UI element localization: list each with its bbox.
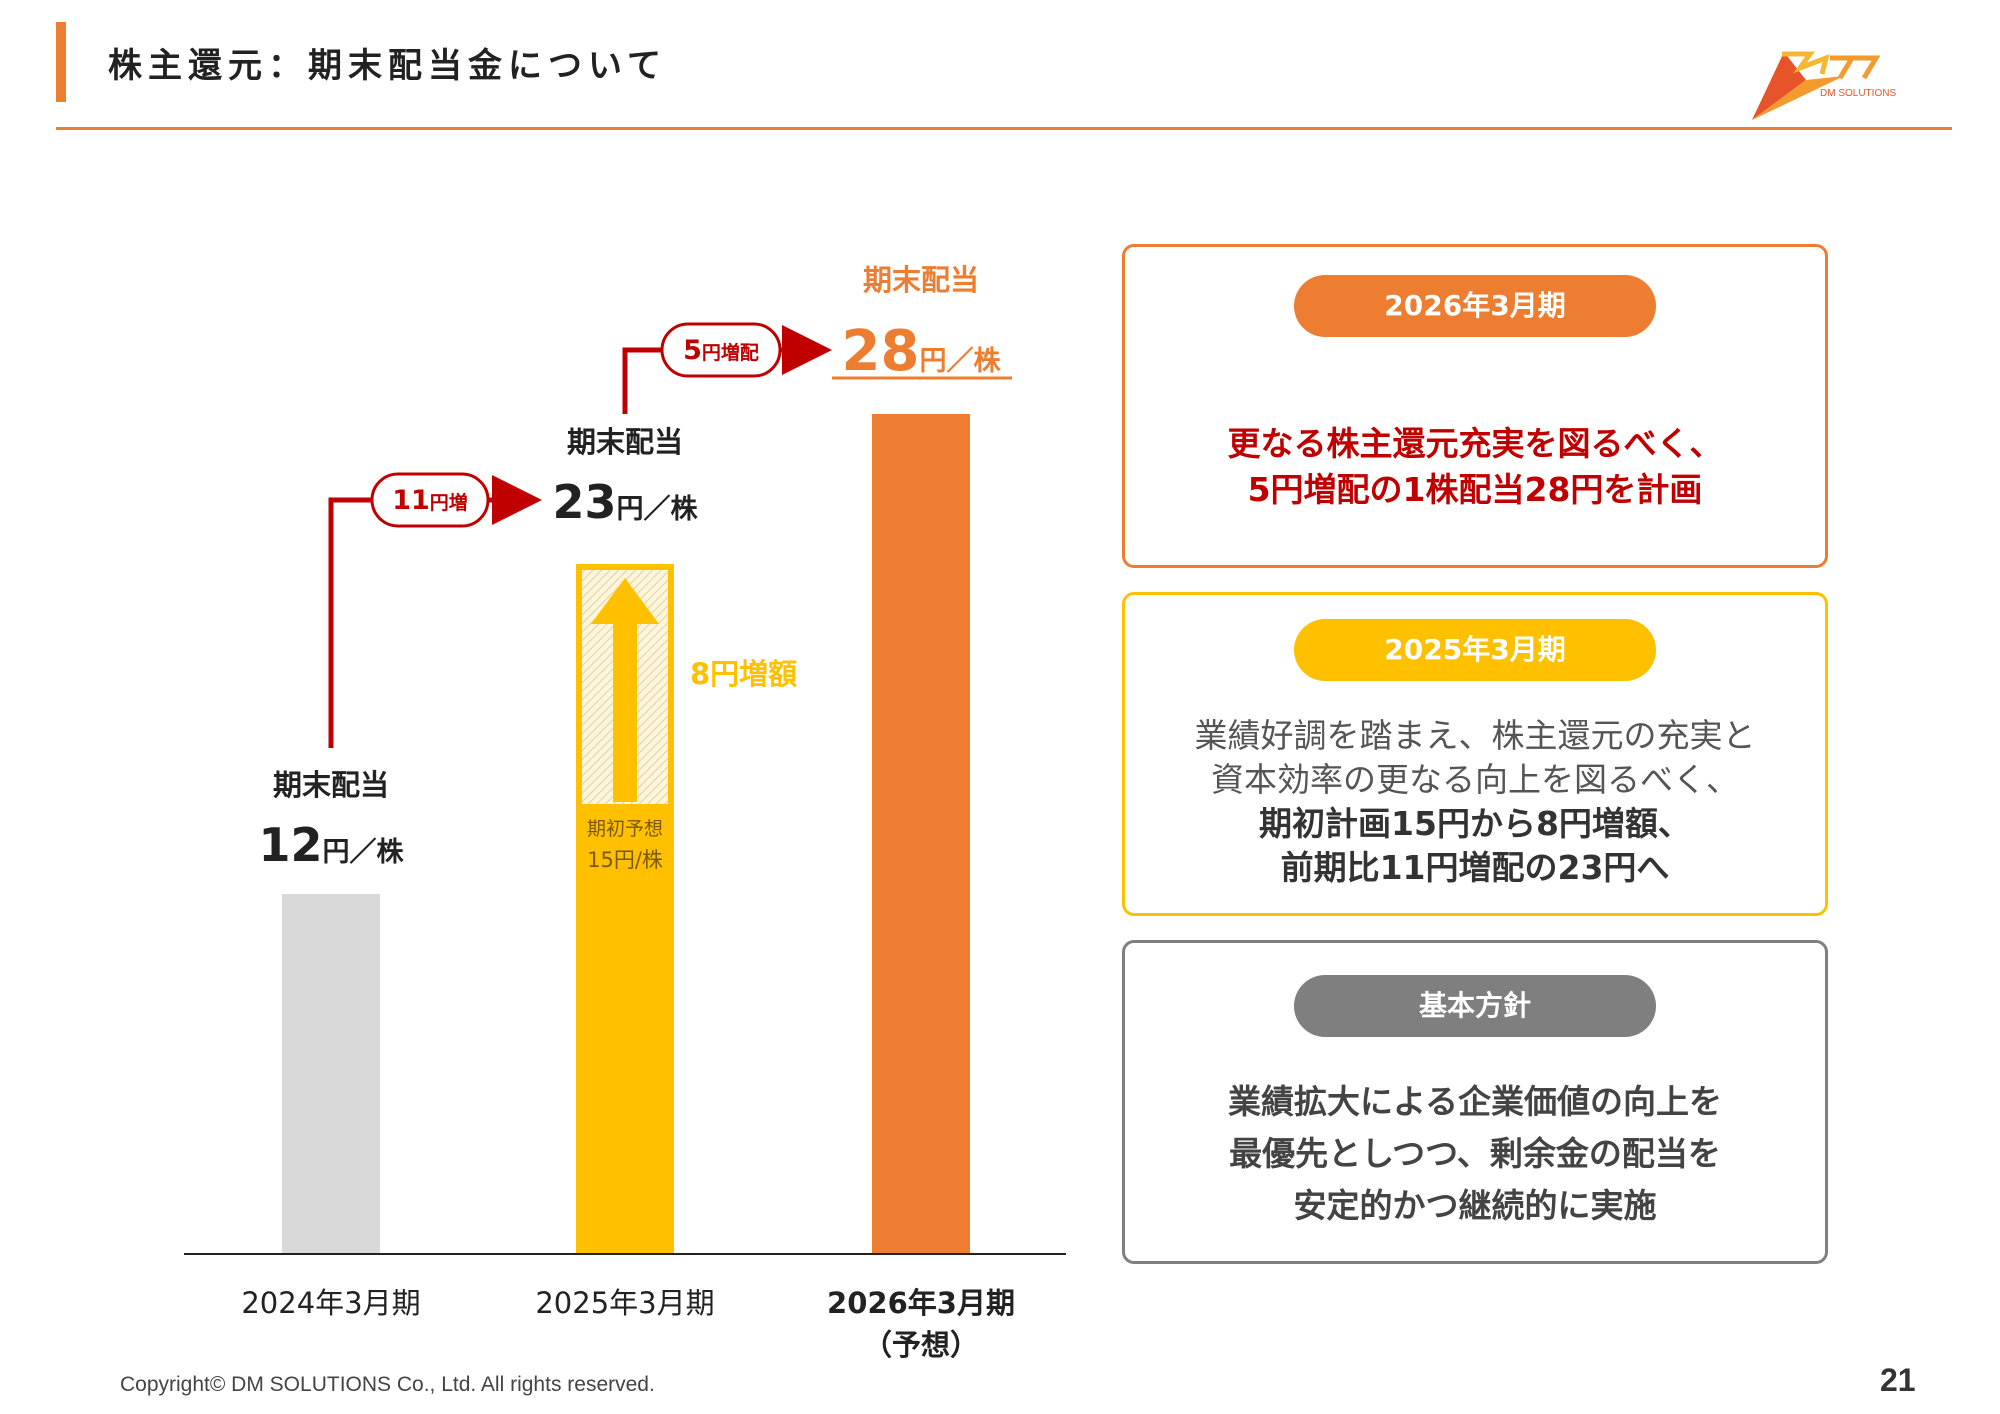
policy-line-2: 最優先としつつ、剰余金の配当を <box>1229 1134 1721 1173</box>
copyright: Copyright© DM SOLUTIONS Co., Ltd. All ri… <box>120 1373 655 1396</box>
step-line-0 <box>328 497 372 748</box>
step-pill-0 <box>370 472 490 528</box>
plan-2026-box: 2026年3月期 更なる株主還元充実を図るべく、 5円増配の1株配当28円を計画 <box>1122 244 1828 568</box>
page-number: 21 <box>1880 1362 1916 1398</box>
title-accent-bar <box>56 22 66 102</box>
category-label-1: 2025年3月期 <box>535 1286 714 1320</box>
result-2025-line-4: 前期比11円増配の23円へ <box>1280 848 1670 887</box>
category-label-2: 2026年3月期 <box>827 1286 1015 1320</box>
step-pill-1 <box>660 322 782 378</box>
page-title: 株主還元：期末配当金について <box>108 46 667 86</box>
plan-2026-line-1: 更なる株主還元充実を図るべく、 <box>1227 424 1723 463</box>
result-2025-line-3: 期初計画15円から8円増額、 <box>1259 804 1691 843</box>
period-pill-2025: 2025年3月期 <box>1294 619 1656 681</box>
initial-forecast-label: 期初予想 <box>587 818 663 840</box>
policy-line-3: 安定的かつ継続的に実施 <box>1293 1186 1657 1225</box>
plan-2026-line-2: 5円増配の1株配当28円を計画 <box>1247 470 1703 509</box>
basic-policy-box: 基本方針 業績拡大による企業価値の向上を 最優先としつつ、剰余金の配当を 安定的… <box>1122 940 1828 1264</box>
increase-arrow <box>591 578 659 802</box>
step-label-1: 5円増配 <box>683 335 759 366</box>
period-pill-2026: 2026年3月期 <box>1294 275 1656 337</box>
bar-value-0: 12円／株 <box>258 818 404 872</box>
bar-2 <box>872 414 970 1254</box>
bar-heading-2: 期末配当 <box>863 263 979 297</box>
bar-heading-0: 期末配当 <box>273 768 389 802</box>
category-sublabel-2: （予想） <box>863 1328 979 1362</box>
result-2025-line-1: 業績好調を踏まえ、株主還元の充実と <box>1194 716 1756 755</box>
policy-pill: 基本方針 <box>1294 975 1656 1037</box>
bar-value-1: 23円／株 <box>552 475 698 529</box>
policy-line-1: 業績拡大による企業価値の向上を <box>1227 1082 1722 1121</box>
svg-text:DM SOLUTIONS: DM SOLUTIONS <box>1820 88 1896 99</box>
increase-label: 8円増額 <box>690 657 797 691</box>
result-2025-box: 2025年3月期 業績好調を踏まえ、株主還元の充実と 資本効率の更なる向上を図る… <box>1122 592 1828 916</box>
bar-value-2: 28円／株 <box>842 319 1002 384</box>
bar-heading-1: 期末配当 <box>567 425 683 459</box>
step-line-1 <box>622 347 662 414</box>
company-logo: DM SOLUTIONS <box>1752 51 1896 120</box>
initial-forecast-value: 15円/株 <box>587 848 663 872</box>
bar-0 <box>282 894 380 1254</box>
category-label-0: 2024年3月期 <box>241 1286 420 1320</box>
step-label-0: 11円増 <box>392 485 468 516</box>
result-2025-line-2: 資本効率の更なる向上を図るべく、 <box>1211 760 1739 799</box>
header-divider <box>56 127 1952 130</box>
